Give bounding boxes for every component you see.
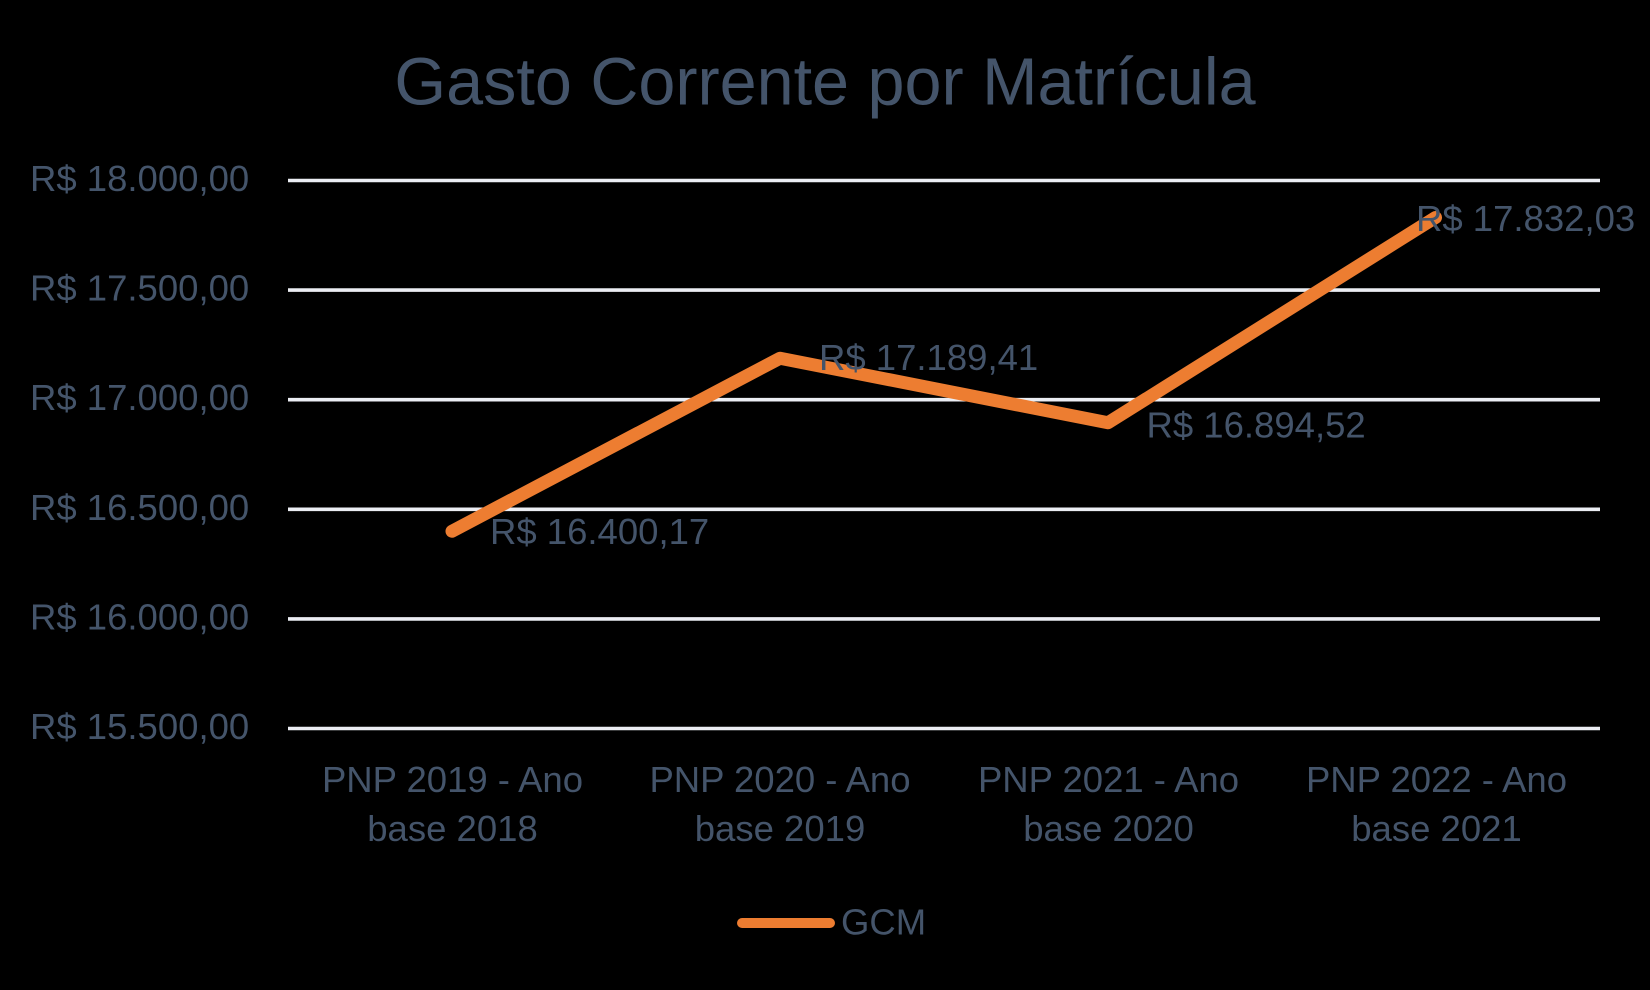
svg-text:Gasto Corrente por Matrícula: Gasto Corrente por Matrícula: [394, 46, 1255, 120]
svg-text:base 2019: base 2019: [695, 808, 866, 849]
svg-text:base 2020: base 2020: [1023, 808, 1194, 849]
svg-text:GCM: GCM: [841, 902, 926, 943]
svg-text:PNP 2021 - Ano: PNP 2021 - Ano: [978, 759, 1239, 800]
svg-text:PNP 2020 - Ano: PNP 2020 - Ano: [649, 759, 910, 800]
svg-text:R$ 17.189,41: R$ 17.189,41: [819, 337, 1038, 378]
svg-text:R$ 16.000,00: R$ 16.000,00: [30, 596, 249, 637]
svg-text:R$ 17.832,03: R$ 17.832,03: [1416, 198, 1635, 239]
svg-text:R$ 16.500,00: R$ 16.500,00: [30, 487, 249, 528]
svg-text:PNP 2019 - Ano: PNP 2019 - Ano: [322, 759, 583, 800]
svg-text:R$ 18.000,00: R$ 18.000,00: [30, 158, 249, 199]
svg-text:base 2018: base 2018: [367, 808, 538, 849]
svg-text:R$ 16.400,17: R$ 16.400,17: [490, 511, 709, 552]
svg-text:R$ 17.500,00: R$ 17.500,00: [30, 268, 249, 309]
svg-text:R$ 15.500,00: R$ 15.500,00: [30, 706, 249, 747]
svg-text:PNP 2022 - Ano: PNP 2022 - Ano: [1306, 759, 1567, 800]
svg-text:R$ 17.000,00: R$ 17.000,00: [30, 377, 249, 418]
svg-text:R$ 16.894,52: R$ 16.894,52: [1147, 405, 1366, 446]
svg-text:base 2021: base 2021: [1351, 808, 1522, 849]
